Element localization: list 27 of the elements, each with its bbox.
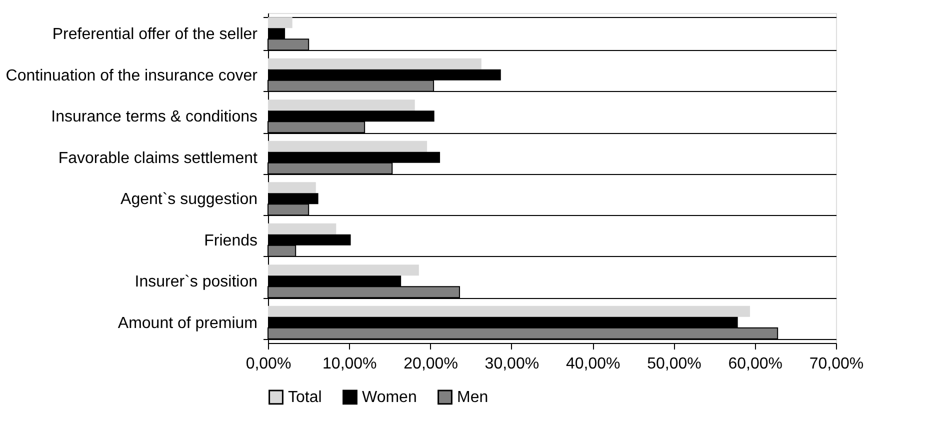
legend-label: Women bbox=[362, 389, 417, 406]
bar bbox=[268, 306, 750, 317]
bar bbox=[268, 100, 415, 111]
y-tick-label: Amount of premium bbox=[118, 314, 258, 332]
x-tick-label: 30,00% bbox=[484, 356, 540, 372]
x-tick-label: 20,00% bbox=[404, 356, 458, 372]
x-tick-label: 10,00% bbox=[322, 356, 377, 372]
x-tick-label: 50,00% bbox=[647, 356, 702, 372]
bar bbox=[268, 223, 336, 234]
bar bbox=[268, 58, 482, 70]
x-tick-label: 40,00% bbox=[566, 356, 620, 372]
y-tick-label: Continuation of the insurance cover bbox=[6, 67, 258, 84]
bar bbox=[268, 182, 316, 194]
bar bbox=[268, 140, 428, 152]
legend-label: Total bbox=[288, 389, 322, 406]
legend-label: Men bbox=[457, 389, 488, 406]
y-tick-label: Favorable claims settlement bbox=[58, 150, 258, 167]
x-tick-label: 60,00% bbox=[728, 356, 782, 372]
x-tick-label: 70,00% bbox=[809, 356, 864, 372]
y-tick-label: Friends bbox=[204, 232, 258, 250]
bar bbox=[268, 264, 419, 276]
y-tick-label: Agent`s suggestion bbox=[120, 191, 258, 208]
y-tick-label: Insurer`s position bbox=[134, 274, 258, 291]
y-tick-label: Preferential offer of the seller bbox=[52, 26, 258, 44]
y-tick-label: Insurance terms & conditions bbox=[51, 108, 258, 126]
bar bbox=[268, 17, 292, 28]
x-tick-label: 0,00% bbox=[246, 356, 292, 372]
